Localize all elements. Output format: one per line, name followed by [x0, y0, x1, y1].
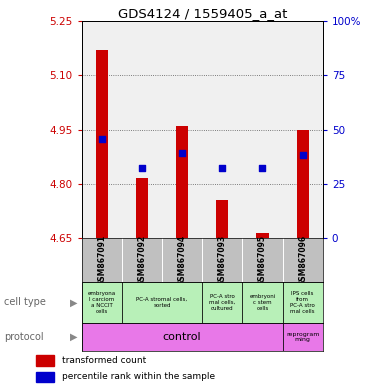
Text: embryona
l carciom
a NCCIT
cells: embryona l carciom a NCCIT cells [88, 291, 116, 314]
Bar [202, 282, 242, 323]
Bar [136, 179, 148, 238]
Bar [82, 282, 122, 323]
Text: ▶: ▶ [70, 332, 78, 342]
Text: GSM867093: GSM867093 [218, 235, 227, 286]
Text: GSM867092: GSM867092 [137, 235, 147, 286]
Bar [176, 126, 188, 238]
Text: GSM867095: GSM867095 [258, 235, 267, 286]
Text: ▶: ▶ [70, 297, 78, 308]
Point [99, 136, 105, 142]
Bar [36, 355, 54, 366]
Point [179, 150, 185, 156]
Text: cell type: cell type [4, 297, 46, 308]
Text: protocol: protocol [4, 332, 43, 342]
Title: GDS4124 / 1559405_a_at: GDS4124 / 1559405_a_at [118, 7, 287, 20]
Text: transformed count: transformed count [62, 356, 146, 365]
Text: PC-A stromal cells,
sorted: PC-A stromal cells, sorted [137, 297, 188, 308]
Point [300, 152, 306, 158]
Text: GSM867091: GSM867091 [97, 235, 106, 286]
Bar [216, 200, 228, 238]
Bar [283, 282, 323, 323]
Bar [256, 233, 269, 238]
Text: reprogram
ming: reprogram ming [286, 331, 319, 343]
Bar [242, 282, 283, 323]
Bar [96, 50, 108, 238]
Point [139, 164, 145, 170]
Text: control: control [163, 332, 201, 342]
Bar [283, 323, 323, 351]
Text: GSM867096: GSM867096 [298, 235, 307, 286]
Text: IPS cells
from
PC-A stro
mal cells: IPS cells from PC-A stro mal cells [290, 291, 315, 314]
Bar [122, 282, 202, 323]
Point [219, 164, 225, 170]
Text: GSM867094: GSM867094 [178, 235, 187, 286]
Text: embryoni
c stem
cells: embryoni c stem cells [249, 294, 276, 311]
Bar [297, 129, 309, 238]
Bar [36, 372, 54, 382]
Point [260, 164, 266, 170]
Text: PC-A stro
mal cells,
cultured: PC-A stro mal cells, cultured [209, 294, 236, 311]
Bar [82, 323, 283, 351]
Text: percentile rank within the sample: percentile rank within the sample [62, 372, 215, 381]
